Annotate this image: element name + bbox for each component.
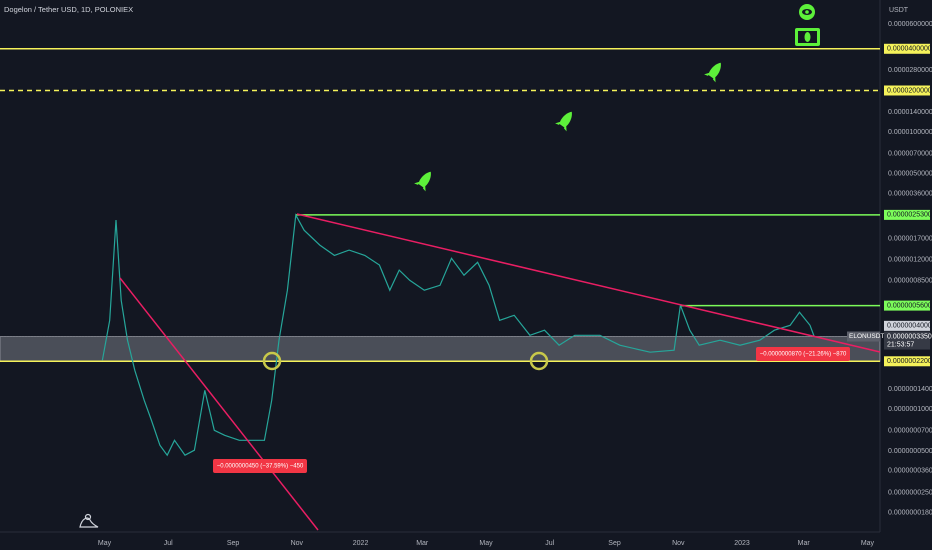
x-tick-label: Mar xyxy=(416,540,429,547)
price-zone xyxy=(0,336,881,362)
y-tick-label: 0.0000070000 xyxy=(888,150,932,157)
y-tick-label: 0.0000000700 xyxy=(888,428,932,435)
x-tick-label: Nov xyxy=(672,540,685,547)
band-layer xyxy=(0,336,881,362)
y-tick-label: 0.0000000250 xyxy=(888,490,932,497)
level-label: 0.0000025300 xyxy=(887,212,932,219)
y-tick-label: 0.0000050000 xyxy=(888,171,932,178)
y-tick-label: 0.0000017000 xyxy=(888,236,932,243)
label-layer: May Jul Sep Nov 2022 Mar May Jul Sep Nov 2023 Mar Ma… xyxy=(98,21,932,547)
level-label: 0.0000200000 xyxy=(887,87,932,94)
trend-line xyxy=(296,213,881,353)
level-label-box xyxy=(884,320,930,331)
money-icon xyxy=(795,28,820,46)
x-tick-label: Jul xyxy=(164,540,173,547)
measure-label: −0.0000000450 (−37.59%) −450 xyxy=(217,464,304,470)
y-tick-label: 0.0000100000 xyxy=(888,129,932,136)
x-tick-label: Sep xyxy=(227,540,240,547)
circle-marker xyxy=(262,351,282,371)
measure-box xyxy=(756,347,850,361)
rocket-icon xyxy=(555,111,572,132)
y-tick-label: 0.0000000500 xyxy=(888,448,932,455)
y-tick-label: 0.0000280000 xyxy=(888,67,932,74)
x-tick-label: May xyxy=(479,540,493,547)
last-price-box xyxy=(884,331,930,350)
level-label-box xyxy=(884,209,930,220)
chart-title: Dogelon / Tether USD, 1D, POLONIEX xyxy=(4,5,133,14)
measure-label: −0.0000000870 (−21.26%) −870 xyxy=(760,352,847,358)
logo-icon xyxy=(79,513,99,528)
y-tick-label: 0.0000000360 xyxy=(888,468,932,475)
x-tick-label: Mar xyxy=(798,540,811,547)
level-label: 0.0000002200 xyxy=(887,358,932,365)
price-line xyxy=(101,213,815,457)
last-price-label: 0.0000003350 xyxy=(887,333,932,340)
countdown: 21:53:57 xyxy=(887,341,914,348)
level-label-box xyxy=(884,300,930,311)
y-tick-label: 0.0000036000 xyxy=(888,191,932,198)
y-tick-label: 0.0000012000 xyxy=(888,257,932,264)
y-tick-label: 0.0000140000 xyxy=(888,109,932,116)
level-label-box xyxy=(884,85,930,96)
y-tick-label: 0.0000008500 xyxy=(888,277,932,284)
level-label: 0.0000400000 xyxy=(887,46,932,53)
level-label: 0.0000004000 xyxy=(887,323,932,330)
x-tick-label: May xyxy=(861,540,875,547)
y-tick-label: 0.0000000180 xyxy=(888,509,932,516)
y-unit: USDT xyxy=(889,7,909,14)
x-tick-label: Jul xyxy=(545,540,554,547)
data-layer xyxy=(0,48,880,457)
level-label-box xyxy=(884,43,930,54)
symbol-tag: ELONUSDT xyxy=(849,333,884,340)
rocket-icon xyxy=(704,62,721,83)
x-tick-label: May xyxy=(98,540,112,547)
circle-marker xyxy=(529,351,549,371)
level-label-box xyxy=(884,356,930,367)
x-tick-label: 2023 xyxy=(734,540,750,547)
trend-line xyxy=(119,277,319,531)
level-label: 0.0000005600 xyxy=(887,302,932,309)
eye-icon xyxy=(799,4,815,20)
symbol-tag-box xyxy=(847,331,880,342)
x-tick-label: 2022 xyxy=(353,540,369,547)
measure-box xyxy=(213,459,307,473)
y-tick-label: 0.0000001400 xyxy=(888,386,932,393)
x-tick-label: Sep xyxy=(608,540,621,547)
x-tick-label: Nov xyxy=(291,540,304,547)
y-tick-label: 0.0000600000 xyxy=(888,21,932,28)
rocket-icon xyxy=(414,171,431,192)
y-tick-label: 0.0000001000 xyxy=(888,406,932,413)
